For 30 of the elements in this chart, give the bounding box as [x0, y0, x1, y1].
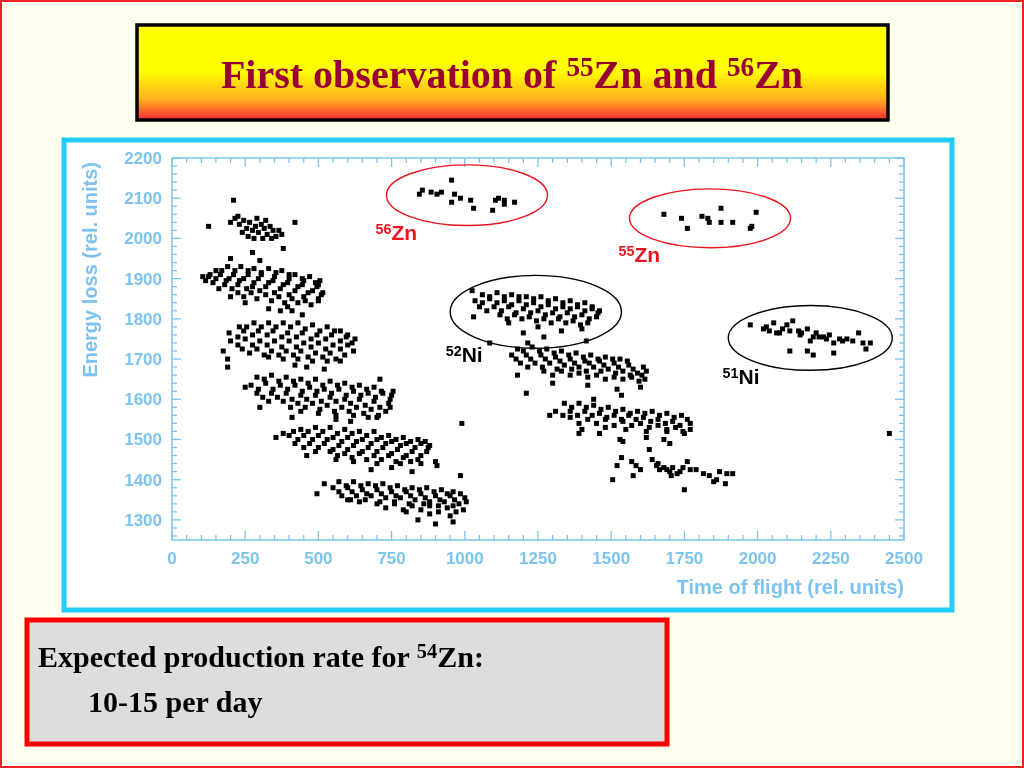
series-label: $^{55}$Zn	[618, 242, 661, 266]
x-axis-title: Time of flight (rel. units)	[676, 576, 904, 598]
x-tick-label: 500	[304, 549, 333, 568]
y-tick-label: 1700	[124, 350, 162, 370]
x-tick-label: 1250	[519, 549, 557, 568]
x-tick-label: 2000	[738, 549, 777, 568]
y-tick-label: 2100	[124, 189, 162, 209]
x-tick-label: 2250	[811, 549, 850, 568]
y-tick-label: 1800	[124, 309, 162, 329]
y-tick-label: 1500	[124, 430, 162, 450]
text: 10-15 per day	[88, 685, 263, 718]
y-tick-label: 1900	[124, 269, 162, 289]
x-tick-label: 750	[377, 549, 406, 568]
text: Expected production rate for $^{54}$Zn:	[38, 640, 484, 673]
y-tick-label: 1400	[124, 470, 162, 490]
y-tick-label: 2000	[124, 229, 162, 249]
series-label: $^{52}$Ni	[445, 342, 483, 367]
x-tick-label: 1000	[445, 549, 484, 568]
x-tick-label: 1750	[665, 549, 704, 568]
y-axis-title: Energy loss (rel. units)	[79, 162, 101, 378]
x-tick-label: 0	[167, 549, 177, 568]
y-tick-label: 1600	[124, 390, 162, 410]
x-tick-label: 2500	[885, 549, 923, 568]
x-tick-label: 1500	[592, 549, 631, 568]
y-tick-label: 1300	[124, 510, 162, 530]
x-tick-label: 250	[231, 549, 260, 568]
series-label: $^{51}$Ni	[722, 365, 760, 389]
series-label: $^{56}$Zn	[375, 220, 418, 244]
y-tick-label: 2200	[124, 149, 162, 168]
chart-title: First observation of $^{55}$Zn and $^{56}$Zn	[220, 51, 804, 97]
